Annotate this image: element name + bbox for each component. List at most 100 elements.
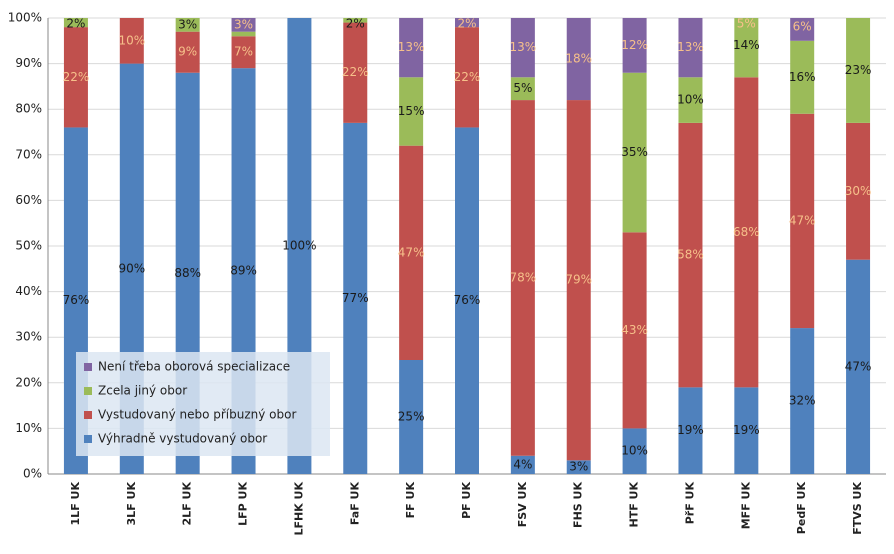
data-label: 47% bbox=[845, 359, 872, 373]
x-tick-label: PřF UK bbox=[683, 482, 696, 525]
data-label: 58% bbox=[677, 248, 704, 262]
data-label: 47% bbox=[789, 213, 816, 227]
x-tick-label: LFP UK bbox=[237, 482, 250, 526]
bar-segment bbox=[790, 113, 815, 329]
x-tick-label: MFF UK bbox=[739, 482, 752, 530]
y-tick-label: 80% bbox=[15, 102, 42, 116]
data-label: 68% bbox=[733, 225, 760, 239]
bar-segment bbox=[622, 72, 647, 233]
legend-label: Vystudovaný nebo příbuzný obor bbox=[98, 408, 296, 422]
data-label: 15% bbox=[398, 104, 425, 118]
data-label: 12% bbox=[621, 38, 648, 52]
bar-segment bbox=[678, 18, 703, 78]
y-tick-label: 40% bbox=[15, 284, 42, 298]
y-tick-label: 30% bbox=[15, 330, 42, 344]
y-tick-label: 0% bbox=[23, 467, 42, 481]
data-label: 10% bbox=[677, 93, 704, 107]
legend-swatch bbox=[84, 387, 92, 395]
bar-segment bbox=[231, 31, 256, 37]
bar-segment bbox=[678, 77, 703, 123]
data-label: 3% bbox=[234, 17, 253, 31]
bar-segment bbox=[63, 27, 88, 128]
bar-segment bbox=[622, 428, 647, 474]
data-label: 22% bbox=[342, 65, 369, 79]
data-label: 10% bbox=[621, 444, 648, 458]
bar-segment bbox=[566, 460, 591, 474]
data-label: 23% bbox=[845, 63, 872, 77]
bar-segment bbox=[343, 18, 368, 23]
bar-segment bbox=[566, 18, 591, 101]
data-label: 9% bbox=[178, 45, 197, 59]
legend-swatch bbox=[84, 363, 92, 371]
x-tick-label: FTVS UK bbox=[851, 482, 864, 535]
bar-segment bbox=[343, 122, 368, 474]
data-label: 14% bbox=[733, 38, 760, 52]
data-label: 16% bbox=[789, 70, 816, 84]
data-label: 32% bbox=[789, 394, 816, 408]
y-tick-label: 10% bbox=[15, 421, 42, 435]
bar-segment bbox=[678, 122, 703, 388]
bar-segment bbox=[231, 36, 256, 69]
data-label: 13% bbox=[398, 40, 425, 54]
y-tick-label: 70% bbox=[15, 147, 42, 161]
bar-segment bbox=[119, 18, 144, 64]
data-label: 3% bbox=[569, 460, 588, 474]
y-tick-label: 100% bbox=[8, 11, 42, 25]
bar-segment bbox=[622, 18, 647, 73]
data-label: 78% bbox=[510, 270, 537, 284]
data-label: 5% bbox=[513, 81, 532, 95]
legend-swatch bbox=[84, 411, 92, 419]
bar-segment bbox=[622, 232, 647, 429]
bar-segment bbox=[846, 122, 871, 260]
data-label: 35% bbox=[621, 145, 648, 159]
data-label: 13% bbox=[677, 40, 704, 54]
data-label: 25% bbox=[398, 410, 425, 424]
y-tick-label: 50% bbox=[15, 239, 42, 253]
legend-box bbox=[76, 352, 330, 456]
bar-segment bbox=[175, 18, 200, 32]
data-label: 89% bbox=[230, 264, 257, 278]
bar-segment bbox=[510, 77, 535, 101]
x-tick-label: PedF UK bbox=[795, 482, 808, 535]
data-label: 18% bbox=[565, 52, 592, 66]
data-label: 13% bbox=[510, 40, 537, 54]
x-tick-label: LFHK UK bbox=[292, 482, 305, 536]
bar-segment bbox=[734, 0, 758, 13]
y-tick-label: 20% bbox=[15, 375, 42, 389]
y-tick-label: 90% bbox=[15, 56, 42, 70]
data-label: 79% bbox=[565, 273, 592, 287]
data-label: 2% bbox=[457, 17, 476, 31]
data-label: 22% bbox=[63, 70, 90, 84]
data-label: 2% bbox=[66, 17, 85, 31]
x-tick-label: PF UK bbox=[460, 482, 473, 519]
data-label: 10% bbox=[118, 33, 145, 47]
bar-segment bbox=[455, 127, 479, 474]
bar-segment bbox=[790, 328, 815, 474]
bar-segment bbox=[231, 18, 256, 32]
data-label: 19% bbox=[733, 423, 760, 437]
x-tick-label: 1LF UK bbox=[69, 482, 82, 526]
bar-segment bbox=[175, 31, 200, 73]
data-label: 30% bbox=[845, 184, 872, 198]
x-tick-label: FF UK bbox=[404, 482, 417, 519]
x-tick-label: 3LF UK bbox=[125, 482, 138, 526]
data-label: 19% bbox=[677, 423, 704, 437]
data-label: 76% bbox=[454, 293, 481, 307]
data-label: 77% bbox=[342, 291, 369, 305]
y-tick-label: 60% bbox=[15, 193, 42, 207]
data-label: 6% bbox=[793, 20, 812, 34]
bar-segment bbox=[678, 387, 703, 474]
data-label: 5% bbox=[737, 17, 756, 31]
bar-segment bbox=[399, 18, 424, 78]
data-label: 22% bbox=[454, 70, 481, 84]
bar-segment bbox=[510, 100, 535, 456]
data-label: 3% bbox=[178, 17, 197, 31]
bar-segment bbox=[846, 259, 871, 474]
bar-segment bbox=[734, 18, 759, 78]
x-tick-label: 2LF UK bbox=[181, 482, 194, 526]
data-label: 4% bbox=[513, 457, 532, 471]
x-tick-label: FHS UK bbox=[572, 482, 585, 528]
bar-segment bbox=[399, 360, 424, 474]
legend-label: Není třeba oborová specializace bbox=[98, 360, 290, 374]
